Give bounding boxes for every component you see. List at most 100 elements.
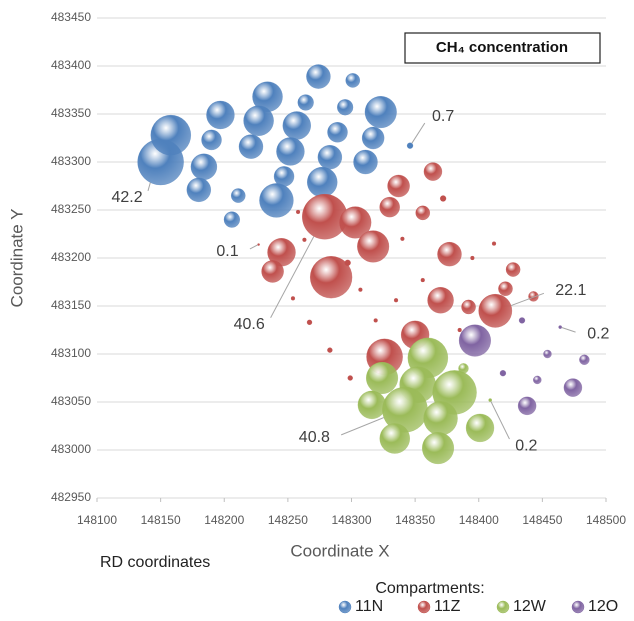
bubble [458, 363, 469, 374]
y-tick-label: 483050 [51, 394, 91, 408]
bubble [488, 398, 493, 402]
bubble [201, 129, 222, 151]
bubble [518, 317, 526, 324]
bubble [365, 361, 399, 395]
y-tick-label: 483000 [51, 442, 91, 456]
bubble [230, 188, 246, 203]
leader-line [510, 292, 545, 307]
bubble [387, 174, 410, 198]
leader-line [561, 327, 576, 333]
legend-label: 11Z [434, 598, 461, 615]
bubble [563, 378, 583, 397]
bubble [306, 166, 338, 198]
bubble [290, 296, 296, 301]
bubble [421, 431, 455, 465]
bubble [302, 237, 307, 242]
bubble [458, 324, 492, 357]
y-tick-label: 483250 [51, 202, 91, 216]
bubble [423, 401, 458, 436]
bubble [317, 144, 343, 170]
y-tick-label: 483450 [51, 10, 91, 24]
leader-line [411, 122, 426, 144]
bubble [532, 375, 542, 385]
bubble [238, 134, 264, 159]
y-tick-label: 483150 [51, 298, 91, 312]
bubble [400, 236, 405, 241]
x-axis-title: Coordinate X [290, 541, 389, 560]
legend-label: 12W [513, 598, 547, 615]
bubble [306, 319, 313, 326]
bubble [261, 260, 284, 283]
bubble [478, 293, 513, 328]
bubble [327, 121, 348, 143]
leader-line [249, 244, 258, 250]
x-tick-label: 148150 [141, 513, 181, 527]
data-label: 0.7 [432, 108, 454, 125]
bubble [379, 196, 400, 218]
bubble [339, 206, 372, 239]
bubble [295, 209, 301, 215]
bubble [206, 100, 235, 130]
y-tick-label: 483100 [51, 346, 91, 360]
y-tick-label: 483200 [51, 250, 91, 264]
bubble [491, 241, 497, 246]
bubble [309, 256, 353, 299]
y-tick-label: 482950 [51, 490, 91, 504]
bubble [579, 354, 590, 366]
leader-line [490, 401, 510, 440]
bubble [243, 105, 274, 136]
data-label: 22.1 [555, 282, 586, 299]
leader-line [270, 236, 315, 318]
data-label: 0.2 [587, 325, 609, 342]
y-tick-label: 483300 [51, 154, 91, 168]
bubble [190, 153, 218, 181]
legend-marker [417, 600, 431, 614]
leader-line [340, 417, 384, 436]
bubble [223, 211, 241, 228]
bubble [517, 396, 537, 416]
bubble [282, 111, 312, 140]
bubble [357, 390, 387, 420]
data-label: 0.1 [216, 243, 238, 260]
bubble [327, 347, 333, 353]
bubble [415, 205, 431, 221]
bubble [465, 413, 495, 443]
bubble [353, 149, 378, 175]
bubble [345, 73, 361, 88]
bubble [259, 183, 294, 218]
bubble [423, 162, 443, 181]
bubble [379, 423, 411, 454]
x-tick-label: 148100 [77, 513, 117, 527]
legend-marker [496, 600, 510, 614]
x-tick-label: 148500 [586, 513, 626, 527]
bubble [361, 126, 385, 150]
bubble [543, 349, 552, 359]
x-tick-label: 148300 [331, 513, 371, 527]
legend-marker [571, 600, 585, 614]
bubble [347, 375, 353, 381]
bubble [393, 298, 399, 303]
bubble [150, 114, 192, 156]
x-tick-label: 148350 [395, 513, 435, 527]
legend-marker [338, 600, 352, 614]
bubble [358, 287, 363, 292]
title-box [404, 32, 601, 64]
data-label: 40.8 [299, 429, 330, 446]
chart-title: CH₄ concentration [436, 39, 568, 56]
data-label: 0.2 [515, 437, 537, 454]
bubble [457, 327, 462, 333]
bubble [427, 286, 454, 314]
data-label: 42.2 [111, 189, 142, 206]
bubble [357, 230, 390, 263]
x-tick-label: 148250 [268, 513, 308, 527]
legend-label: 11N [355, 598, 383, 615]
bubble [499, 369, 507, 377]
data-label: 40.6 [234, 316, 265, 333]
annotation: RD coordinates [100, 554, 210, 571]
bubble [437, 241, 462, 267]
bubble [336, 99, 354, 116]
bubble [186, 177, 212, 203]
x-tick-label: 148200 [204, 513, 244, 527]
bubble [273, 166, 295, 187]
